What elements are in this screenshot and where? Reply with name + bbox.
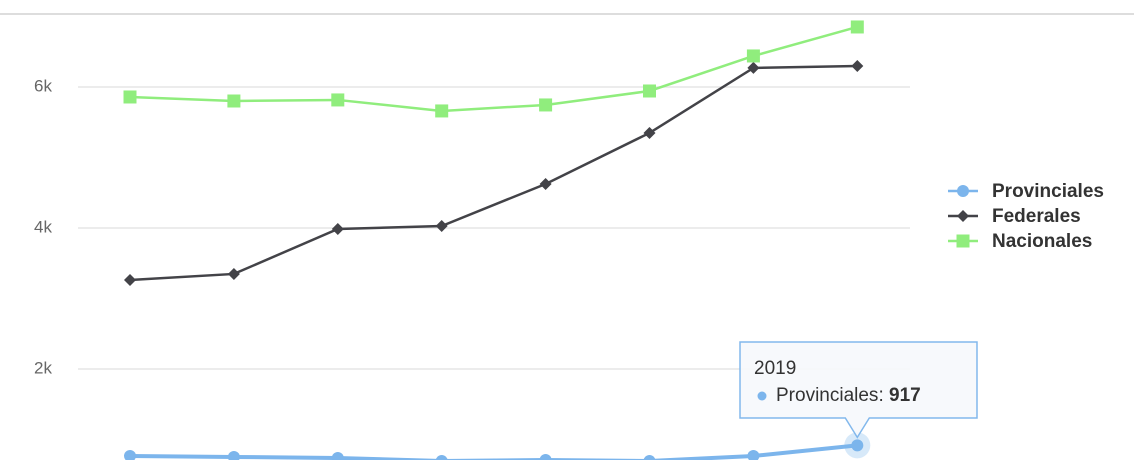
marker [435,220,448,233]
tooltip-series: Provinciales [776,385,878,406]
series-line [129,64,858,282]
plot [123,20,864,460]
marker [123,90,137,104]
legend: Provinciales Federales Nacionales [948,181,1104,252]
marker [851,59,864,72]
marker [331,93,345,107]
tooltip-value: 917 [889,385,921,406]
marker [957,185,969,197]
marker [539,454,552,460]
marker [124,274,136,287]
tooltip-box [739,341,978,439]
legend-label: Nacionales [992,231,1092,252]
marker [124,449,136,460]
y-tick-label: 6k [34,76,52,95]
y-tick-label: 2k [34,358,52,377]
marker [331,452,344,460]
y-tick-label: 4k [34,217,52,236]
tooltip-text: Provinciales: 917 [776,385,921,406]
marker [435,454,448,460]
marker [747,449,760,460]
marker [850,20,864,34]
marker [956,234,970,248]
marker [851,439,864,452]
marker [747,61,760,74]
marker [227,267,240,280]
marker [539,98,553,112]
tooltip-category: 2019 [754,358,796,379]
marker [643,84,656,98]
legend-label: Federales [992,206,1081,227]
tooltip-dot [757,391,767,401]
series [124,439,864,460]
marker [227,450,240,460]
legend-label: Provinciales [992,181,1104,202]
marker [643,454,656,460]
marker [435,104,449,118]
tooltip-sep: : [878,385,889,406]
marker [227,94,241,108]
marker [331,222,344,235]
marker [539,177,552,190]
marker [746,49,760,63]
tooltip: 2019 Provinciales: 917 [739,341,978,459]
series-line [129,25,858,113]
grid: 2k 4k 6k [34,76,910,377]
hover-halo [844,432,871,459]
series [123,20,864,118]
series [124,59,864,287]
marker [643,126,656,139]
marker [957,210,969,222]
series-line [129,443,858,460]
